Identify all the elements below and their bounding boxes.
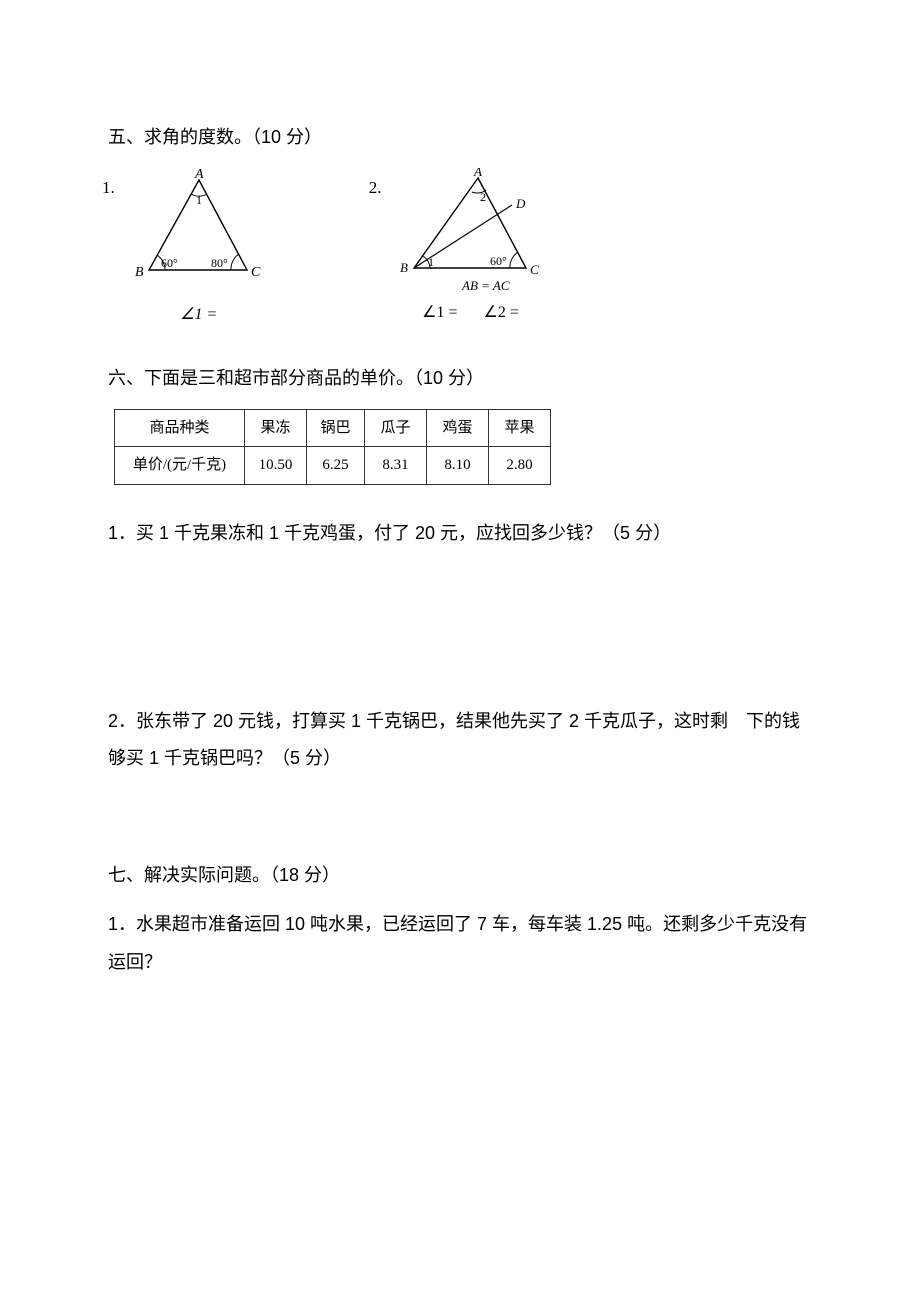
- angle-C2-value: 60°: [490, 254, 507, 268]
- triangle-2-svg: 2 1 60° A B C D AB = AC: [386, 168, 556, 298]
- vertex-C2: C: [530, 262, 539, 277]
- answer-space-6-1: [108, 563, 812, 703]
- angle-1b-label: 1: [428, 255, 434, 269]
- figures-row: 1. 1 60° 80° A B C ∠1 = 2.: [102, 168, 812, 330]
- section-7-points: （18 分）: [270, 865, 340, 885]
- answer-space-6-2: [108, 788, 812, 858]
- figure-2-caption-1: ∠1 =: [422, 298, 457, 328]
- vertex-A2: A: [473, 168, 482, 179]
- price-table: 商品种类 果冻 锅巴 瓜子 鸡蛋 苹果 单价/(元/千克) 10.50 6.25…: [114, 409, 551, 485]
- td-seeds: 8.31: [365, 447, 427, 485]
- td-apple: 2.80: [489, 447, 551, 485]
- vertex-C: C: [251, 265, 261, 280]
- angle-1-label: 1: [196, 193, 202, 207]
- figure-2-caption-row: ∠1 = ∠2 =: [386, 298, 556, 328]
- th-kind: 商品种类: [115, 409, 245, 447]
- figure-2-number: 2.: [369, 168, 382, 204]
- td-eggs: 8.10: [427, 447, 489, 485]
- section-6-points: （10 分）: [414, 368, 484, 388]
- vertex-A: A: [194, 168, 204, 182]
- price-table-wrap: 商品种类 果冻 锅巴 瓜子 鸡蛋 苹果 单价/(元/千克) 10.50 6.25…: [114, 409, 812, 485]
- figure-1-caption: ∠1 =: [119, 300, 279, 330]
- th-guoba: 锅巴: [307, 409, 365, 447]
- question-6-2: 2．张东带了 20 元钱，打算买 1 千克锅巴，结果他先买了 2 千克瓜子，这时…: [108, 703, 812, 779]
- table-header-row: 商品种类 果冻 锅巴 瓜子 鸡蛋 苹果: [115, 409, 551, 447]
- vertex-B2: B: [400, 260, 408, 275]
- figure-2-caption-2: ∠2 =: [484, 298, 519, 328]
- th-eggs: 鸡蛋: [427, 409, 489, 447]
- table-data-row: 单价/(元/千克) 10.50 6.25 8.31 8.10 2.80: [115, 447, 551, 485]
- section-5-points: （10 分）: [252, 127, 322, 147]
- angle-2-label: 2: [480, 190, 486, 204]
- triangle-1-svg: 1 60° 80° A B C: [119, 168, 279, 298]
- question-7-1: 1．水果超市准备运回 10 吨水果，已经运回了 7 车，每车装 1.25 吨。还…: [108, 906, 812, 982]
- angle-C-value: 80°: [211, 256, 228, 270]
- figure-1-number: 1.: [102, 168, 115, 204]
- figure-1-body: 1 60° 80° A B C ∠1 =: [119, 168, 279, 330]
- question-6-1: 1．买 1 千克果冻和 1 千克鸡蛋，付了 20 元，应找回多少钱？（5 分）: [108, 515, 812, 553]
- section-5-heading: 五、求角的度数。（10 分）: [108, 120, 812, 154]
- vertex-B: B: [135, 265, 144, 280]
- section-5-title: 五、求角的度数。: [108, 127, 252, 147]
- vertex-D: D: [515, 196, 526, 211]
- section-7-title: 七、解决实际问题。: [108, 865, 270, 885]
- section-7-heading: 七、解决实际问题。（18 分）: [108, 858, 812, 892]
- figure-2-body: 2 1 60° A B C D AB = AC ∠1 = ∠2 =: [386, 168, 556, 328]
- section-6-title: 六、下面是三和超市部分商品的单价。: [108, 368, 414, 388]
- th-jelly: 果冻: [245, 409, 307, 447]
- th-seeds: 瓜子: [365, 409, 427, 447]
- section-6-heading: 六、下面是三和超市部分商品的单价。（10 分）: [108, 361, 812, 395]
- td-guoba: 6.25: [307, 447, 365, 485]
- td-jelly: 10.50: [245, 447, 307, 485]
- angle-B-value: 60°: [161, 256, 178, 270]
- condition-ab-ac: AB = AC: [461, 278, 510, 293]
- figure-1: 1. 1 60° 80° A B C ∠1 =: [102, 168, 279, 330]
- th-apple: 苹果: [489, 409, 551, 447]
- td-label: 单价/(元/千克): [115, 447, 245, 485]
- figure-2: 2. 2 1 60° A B C D AB = AC ∠1 = ∠2 =: [369, 168, 556, 328]
